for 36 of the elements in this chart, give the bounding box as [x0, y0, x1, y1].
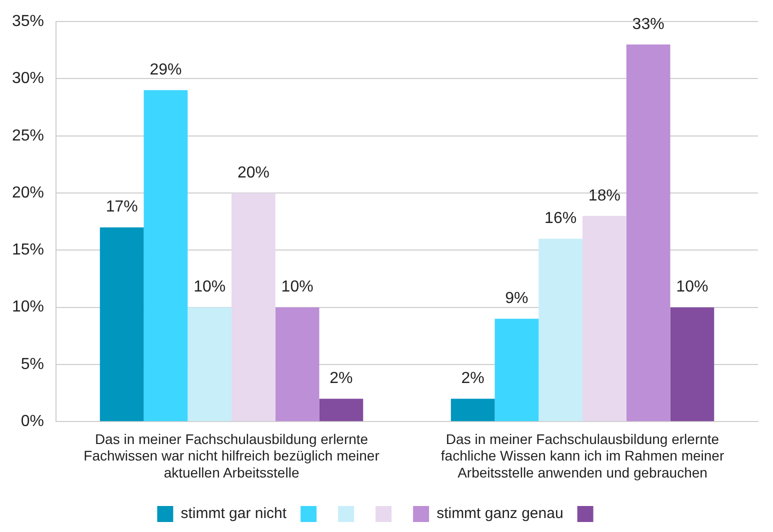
bar — [450, 398, 495, 422]
bar — [494, 318, 539, 422]
data-label: 10% — [281, 278, 314, 296]
legend-label: stimmt ganz genau — [436, 505, 564, 522]
data-label: 2% — [461, 370, 484, 388]
data-label: 20% — [237, 164, 270, 182]
data-label: 18% — [588, 187, 620, 204]
data-label: 17% — [106, 198, 138, 216]
bar — [188, 307, 232, 422]
data-label: 16% — [544, 210, 577, 228]
bar — [626, 44, 670, 422]
bar — [582, 216, 626, 422]
data-label: 9% — [505, 290, 528, 308]
bar — [144, 90, 188, 422]
data-label: 10% — [194, 278, 226, 296]
y-tick-label: 15% — [12, 242, 44, 259]
y-tick-label: 20% — [12, 184, 44, 202]
y-tick-label: 10% — [12, 298, 44, 316]
data-label: 33% — [632, 16, 664, 33]
bar — [100, 227, 144, 422]
data-label: 10% — [676, 278, 708, 296]
bar — [538, 238, 583, 422]
bar — [319, 398, 364, 422]
y-tick-label: 5% — [20, 356, 44, 373]
x-tick-label: Das in meiner Fachschulausbildung erlernte fachliche Wissen kann ich im Rahmen meiner Arbeitsstelle anwenden und gebrauchen — [440, 430, 724, 480]
data-label: 29% — [150, 62, 182, 79]
y-tick-label: 0% — [20, 413, 44, 430]
y-tick-label: 35% — [12, 13, 44, 30]
bar — [670, 307, 714, 422]
y-tick-label: 25% — [12, 127, 44, 144]
x-tick-label: Das in meiner Fachschulausbildung erlernte Fachwissen war nicht hilfreich bezüglich meiner aktuellen Arbeitsstelle — [84, 430, 380, 480]
bar — [232, 193, 276, 422]
data-label: 2% — [330, 370, 353, 388]
legend-label: stimmt gar nicht — [180, 505, 288, 522]
y-tick-label: 30% — [12, 70, 44, 88]
bar — [275, 307, 320, 422]
